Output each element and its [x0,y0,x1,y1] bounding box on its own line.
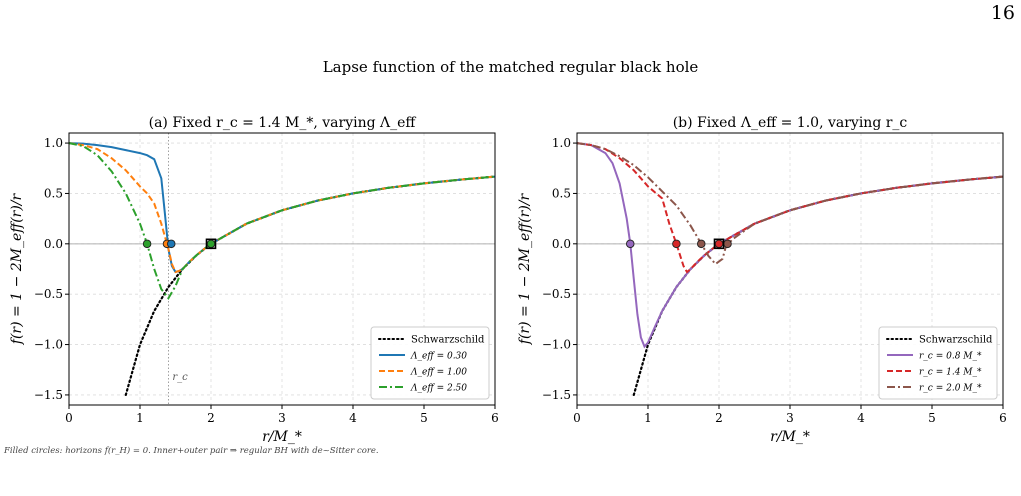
y-tick-label: 0.5 [552,186,571,200]
legend-label-3: r_c = 2.0 M_* [919,384,982,394]
figure-suptitle: Lapse function of the matched regular bl… [322,58,699,76]
x-tick-label: 2 [207,411,215,425]
legend-label-2: r_c = 1.4 M_* [919,368,982,378]
x-tick-label: 5 [420,411,428,425]
rc-annotation: r_c [172,372,188,383]
y-tick-label: −0.5 [34,287,63,301]
horizon-marker-3 [714,239,724,249]
x-tick-label: 5 [928,411,936,425]
panel-title: (a) Fixed r_c = 1.4 M_*, varying Λ_eff [149,115,417,131]
y-tick-label: −1.0 [34,338,63,352]
y-tick-label: 1.0 [552,136,571,150]
panel-title: (b) Fixed Λ_eff = 1.0, varying r_c [673,115,908,131]
legend-label-1: Λ_eff = 0.30 [410,352,467,362]
y-tick-label: −1.5 [34,388,63,402]
x-tick-label: 4 [857,411,865,425]
series-line-3 [577,142,1003,266]
y-tick-label: −1.0 [542,338,571,352]
outer-horizon-square [713,238,725,250]
horizon-marker-2 [166,239,176,249]
y-tick-label: −0.5 [542,287,571,301]
legend: Schwarzschild Λ_eff = 0.30 Λ_eff = 1.00 Λ_e… [370,326,490,400]
legend-box [878,326,998,400]
horizon-marker-0 [626,239,635,249]
x-tick-label: 3 [278,411,286,425]
legend-label-0: Schwarzschild [411,335,485,346]
x-tick-label: 1 [136,411,144,425]
series-line-2 [577,142,1003,274]
y-tick-label: 0.5 [44,186,63,200]
horizon-marker-1 [672,239,681,249]
x-tick-label: 6 [491,411,499,425]
x-tick-label: 2 [715,411,723,425]
x-tick-label: 4 [349,411,357,425]
x-tick-label: 0 [65,411,73,425]
horizon-marker-2 [697,239,706,249]
y-tick-label: 0.0 [44,237,63,251]
series-line-3 [69,142,495,300]
horizon-marker-4 [723,239,732,249]
x-tick-label: 0 [573,411,581,425]
x-axis-label: r/M_* [262,429,302,445]
horizon-marker-0 [142,239,152,249]
legend-label-3: Λ_eff = 2.50 [410,384,467,394]
figure-caption: Filled circles: horizons f(r_H) = 0. Inn… [4,446,379,456]
x-tick-label: 1 [644,411,652,425]
x-tick-label: 3 [786,411,794,425]
y-axis-label: f(r) = 1 − 2M_eff(r)/r [9,192,25,345]
y-tick-label: 0.0 [552,237,571,251]
chart-panel-b: 0 1 2 3 4 5 6 −1.5 −1.0 −0.5 0.0 0.5 1.0 (b) Fixed Λ_… [517,115,1007,445]
series-line-2 [69,142,495,274]
x-axis-label: r/M_* [770,429,810,445]
horizon-marker-3 [206,239,216,249]
y-axis-label: f(r) = 1 − 2M_eff(r)/r [517,192,533,345]
legend-label-0: Schwarzschild [919,335,993,346]
x-tick-label: 6 [999,411,1007,425]
legend: Schwarzschild r_c = 0.8 M_* r_c = 1.4 M_*r… [878,326,998,400]
legend-label-1: r_c = 0.8 M_* [919,352,982,362]
legend-label-2: Λ_eff = 1.00 [410,368,467,378]
page-number: 16 [990,2,1015,24]
y-tick-label: 1.0 [44,136,63,150]
chart-panel-a: r_c 0 1 2 3 4 5 6 −1.5 −1.0 −0.5 0.0 0.5 1.0 (a) Fixed… [9,115,499,445]
y-tick-label: −1.5 [542,388,571,402]
legend-box [370,326,490,400]
outer-horizon-square [205,238,217,250]
